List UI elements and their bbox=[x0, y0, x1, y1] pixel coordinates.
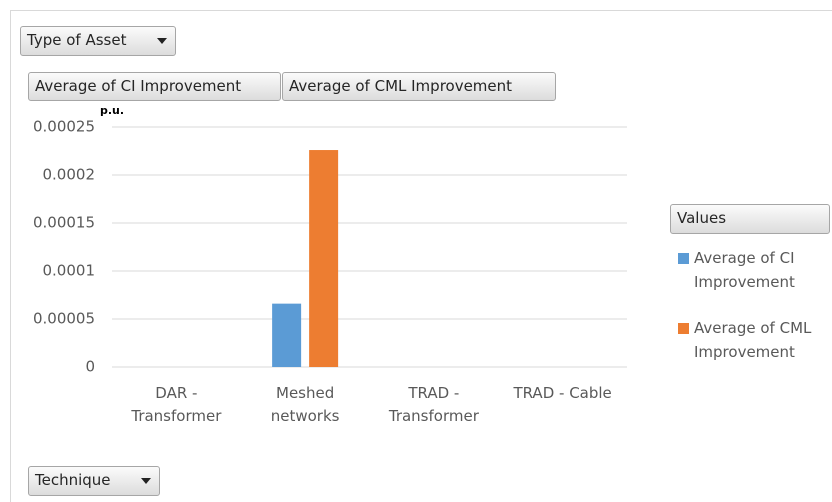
chart-border bbox=[10, 10, 832, 502]
dropdown-arrow bbox=[157, 38, 167, 44]
legend-label: Average of CML Improvement bbox=[694, 319, 812, 361]
legend-swatch bbox=[678, 323, 689, 334]
x-tick-label: TRAD - Cable bbox=[513, 384, 612, 402]
axis-field-button[interactable]: Technique bbox=[28, 466, 160, 496]
legend-swatch bbox=[678, 253, 689, 264]
legend-label: Average of CI Improvement bbox=[694, 249, 795, 291]
filter-label: Type of Asset bbox=[27, 31, 127, 49]
axis-field-label: Technique bbox=[35, 471, 111, 489]
x-tick-label: DAR - Transformer bbox=[131, 384, 222, 425]
value-field-button[interactable]: Average of CML Improvement bbox=[282, 72, 556, 101]
y-tick-label: 0.00015 bbox=[33, 214, 95, 232]
bar bbox=[309, 150, 339, 367]
bar bbox=[272, 303, 302, 367]
y-tick-label: 0.00005 bbox=[33, 310, 95, 328]
y-tick-label: 0.00025 bbox=[33, 118, 95, 136]
y-tick-label: 0.0001 bbox=[43, 262, 96, 280]
y-tick-label: 0 bbox=[85, 358, 95, 376]
filter-button[interactable]: Type of Asset bbox=[20, 26, 176, 56]
y-unit: p.u. bbox=[100, 104, 124, 117]
x-tick-label: TRAD - Transformer bbox=[388, 384, 479, 425]
dropdown-arrow bbox=[141, 478, 151, 484]
legend-title[interactable]: Values bbox=[670, 204, 830, 234]
value-field-button[interactable]: Average of CI Improvement bbox=[28, 72, 281, 101]
x-tick-label: Meshed networks bbox=[270, 384, 340, 425]
y-tick-label: 0.0002 bbox=[43, 166, 96, 184]
